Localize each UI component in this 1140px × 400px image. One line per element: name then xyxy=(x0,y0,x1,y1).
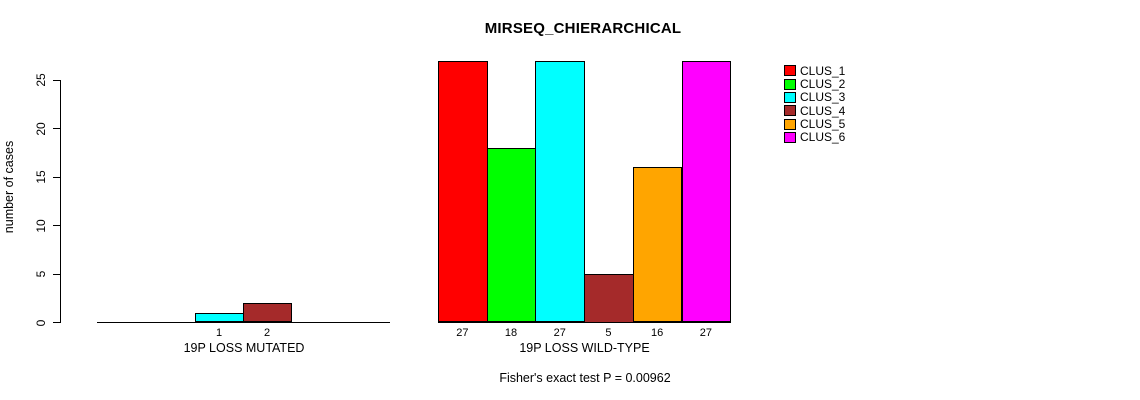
y-axis-tick xyxy=(53,225,60,226)
y-axis-tick xyxy=(53,79,60,81)
x-axis-baseline xyxy=(97,322,390,323)
bar-value-label: 18 xyxy=(504,327,518,339)
y-axis-tick xyxy=(53,128,60,129)
legend-swatch xyxy=(784,131,796,143)
legend-swatch xyxy=(784,65,796,77)
bar-value-label: 27 xyxy=(699,327,712,339)
legend-label: CLUS_5 xyxy=(800,117,846,132)
bar-clus_6 xyxy=(681,60,732,323)
group-label-wildtype: 19P LOSS WILD-TYPE xyxy=(519,341,650,355)
legend-label: CLUS_1 xyxy=(800,63,846,78)
bar-clus_3 xyxy=(535,60,586,323)
y-axis-tick xyxy=(53,176,60,178)
y-axis-title: number of cases xyxy=(2,140,16,234)
bar-clus_4 xyxy=(243,303,292,323)
legend-swatch xyxy=(784,78,796,90)
bar-value-label: 1 xyxy=(215,327,223,339)
chart-title: MIRSEQ_CHIERARCHICAL xyxy=(484,20,682,37)
bar-value-label: 2 xyxy=(263,327,271,339)
legend-swatch xyxy=(784,118,796,130)
y-axis-tick-label: 10 xyxy=(34,218,48,233)
legend-item: CLUS_2 xyxy=(784,77,845,90)
bar-clus_3 xyxy=(195,312,244,323)
y-axis-line xyxy=(60,80,61,323)
y-axis-tick-label: 0 xyxy=(34,319,48,326)
y-axis-tick-label: 5 xyxy=(34,270,48,278)
x-axis-baseline xyxy=(438,322,731,323)
legend-item: CLUS_3 xyxy=(784,91,845,104)
bar-clus_2 xyxy=(486,147,537,323)
y-axis-tick xyxy=(53,273,60,275)
legend-item: CLUS_4 xyxy=(784,104,845,117)
legend-label: CLUS_3 xyxy=(800,90,846,105)
y-axis-tick xyxy=(53,322,60,323)
legend-swatch xyxy=(784,105,796,117)
y-axis-tick-label: 20 xyxy=(34,121,48,136)
bar-value-label: 16 xyxy=(651,327,664,339)
y-axis-tick-label: 15 xyxy=(34,170,48,184)
group-label-mutated: 19P LOSS MUTATED xyxy=(183,341,305,355)
fisher-test-note: Fisher's exact test P = 0.00962 xyxy=(499,371,671,385)
legend-label: CLUS_2 xyxy=(800,77,846,92)
legend-item: CLUS_5 xyxy=(784,117,845,130)
bar-clus_4 xyxy=(584,274,634,323)
legend-label: CLUS_6 xyxy=(800,130,846,145)
legend-label: CLUS_4 xyxy=(800,103,846,118)
bar-clus_1 xyxy=(438,60,488,323)
bar-clus_5 xyxy=(632,167,683,323)
legend-swatch xyxy=(784,91,796,103)
y-axis-tick-label: 25 xyxy=(34,73,48,87)
legend-item: CLUS_6 xyxy=(784,131,845,144)
legend: CLUS_1 CLUS_2 CLUS_3 CLUS_4 CLUS_5 CLUS_6 xyxy=(784,64,845,144)
legend-item: CLUS_1 xyxy=(784,64,845,77)
bar-value-label: 5 xyxy=(605,327,612,339)
bar-value-label: 27 xyxy=(456,327,469,339)
bar-value-label: 27 xyxy=(553,327,566,339)
